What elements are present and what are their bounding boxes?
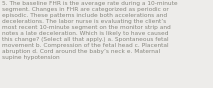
Text: 5. The baseline FHR is the average rate during a 10-minute
segment. Changes in F: 5. The baseline FHR is the average rate … [2,1,177,60]
